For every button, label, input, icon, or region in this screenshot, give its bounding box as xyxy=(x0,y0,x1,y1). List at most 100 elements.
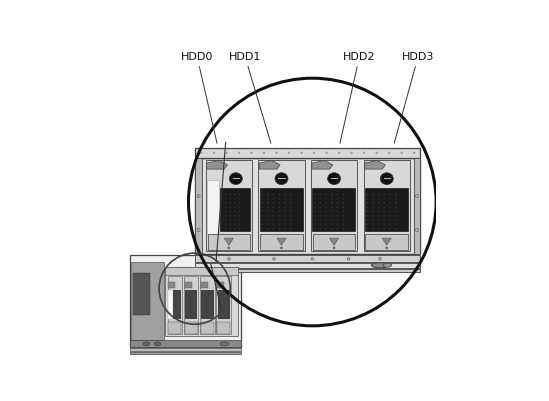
Circle shape xyxy=(234,211,236,213)
Circle shape xyxy=(220,228,222,230)
Circle shape xyxy=(267,228,268,230)
Circle shape xyxy=(325,220,327,221)
Circle shape xyxy=(273,198,274,200)
Circle shape xyxy=(290,228,292,230)
Circle shape xyxy=(220,194,222,196)
Circle shape xyxy=(384,198,385,200)
Circle shape xyxy=(320,228,321,230)
Circle shape xyxy=(220,207,222,209)
Bar xyxy=(201,282,208,289)
Circle shape xyxy=(278,211,280,213)
Circle shape xyxy=(225,194,227,196)
Circle shape xyxy=(395,211,396,213)
Text: HDD0: HDD0 xyxy=(181,52,217,144)
Circle shape xyxy=(372,220,374,221)
Bar xyxy=(185,290,197,319)
Bar xyxy=(195,158,421,255)
Circle shape xyxy=(325,198,327,200)
Circle shape xyxy=(239,215,240,217)
Circle shape xyxy=(395,215,396,217)
Circle shape xyxy=(200,152,202,154)
Circle shape xyxy=(313,152,315,154)
Circle shape xyxy=(331,198,333,200)
Circle shape xyxy=(372,228,374,230)
Circle shape xyxy=(395,228,396,230)
Circle shape xyxy=(276,152,277,154)
Circle shape xyxy=(267,224,268,226)
Circle shape xyxy=(325,215,327,217)
Circle shape xyxy=(325,224,327,226)
Circle shape xyxy=(395,220,396,221)
Circle shape xyxy=(220,215,222,217)
Circle shape xyxy=(384,207,385,209)
Bar xyxy=(217,282,225,289)
Bar xyxy=(167,276,182,334)
Circle shape xyxy=(343,203,344,205)
Circle shape xyxy=(213,152,215,154)
Circle shape xyxy=(320,211,321,213)
Bar xyxy=(130,352,241,354)
Circle shape xyxy=(331,215,333,217)
Circle shape xyxy=(239,224,240,226)
Circle shape xyxy=(267,211,268,213)
Circle shape xyxy=(267,198,268,200)
Circle shape xyxy=(284,211,285,213)
Circle shape xyxy=(367,224,368,226)
Circle shape xyxy=(278,220,280,221)
Circle shape xyxy=(284,215,285,217)
Bar xyxy=(184,276,198,334)
Circle shape xyxy=(229,228,231,230)
Circle shape xyxy=(225,228,227,230)
Circle shape xyxy=(239,220,240,221)
Circle shape xyxy=(384,215,385,217)
Circle shape xyxy=(290,194,292,196)
Circle shape xyxy=(314,224,316,226)
Circle shape xyxy=(367,207,368,209)
Bar xyxy=(165,267,238,336)
Circle shape xyxy=(343,220,344,221)
Bar xyxy=(165,267,238,275)
Circle shape xyxy=(384,194,385,196)
Circle shape xyxy=(343,207,344,209)
Circle shape xyxy=(267,203,268,205)
Circle shape xyxy=(229,215,231,217)
Circle shape xyxy=(367,211,368,213)
Circle shape xyxy=(378,228,379,230)
Circle shape xyxy=(278,198,280,200)
Circle shape xyxy=(378,211,379,213)
Circle shape xyxy=(234,203,236,205)
Circle shape xyxy=(314,203,316,205)
Circle shape xyxy=(229,220,231,221)
Bar xyxy=(130,255,241,348)
Circle shape xyxy=(367,228,368,230)
Bar xyxy=(313,235,355,251)
Circle shape xyxy=(378,207,379,209)
Circle shape xyxy=(220,203,222,205)
Circle shape xyxy=(337,211,338,213)
Circle shape xyxy=(389,224,391,226)
Circle shape xyxy=(290,215,292,217)
Circle shape xyxy=(372,224,374,226)
Circle shape xyxy=(225,224,227,226)
Circle shape xyxy=(288,152,290,154)
Bar xyxy=(184,322,198,334)
Circle shape xyxy=(225,198,227,200)
Circle shape xyxy=(378,198,379,200)
Circle shape xyxy=(378,215,379,217)
Circle shape xyxy=(351,152,352,154)
Circle shape xyxy=(234,198,236,200)
Circle shape xyxy=(290,198,292,200)
Circle shape xyxy=(338,152,340,154)
Circle shape xyxy=(389,207,391,209)
Circle shape xyxy=(325,194,327,196)
Circle shape xyxy=(320,224,321,226)
Circle shape xyxy=(229,224,231,226)
Circle shape xyxy=(395,203,396,205)
Text: HDD3: HDD3 xyxy=(394,52,434,144)
Circle shape xyxy=(384,203,385,205)
Circle shape xyxy=(273,194,274,196)
Circle shape xyxy=(239,203,240,205)
Circle shape xyxy=(325,207,327,209)
Circle shape xyxy=(301,152,302,154)
Circle shape xyxy=(333,247,335,249)
